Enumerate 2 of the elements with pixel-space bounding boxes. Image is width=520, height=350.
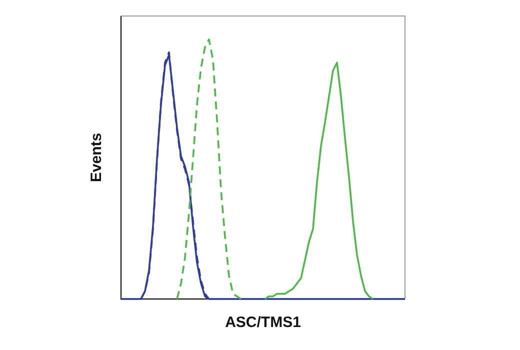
x-axis-title: ASC/TMS1 xyxy=(225,314,301,332)
y-axis-title: Events xyxy=(88,132,106,182)
